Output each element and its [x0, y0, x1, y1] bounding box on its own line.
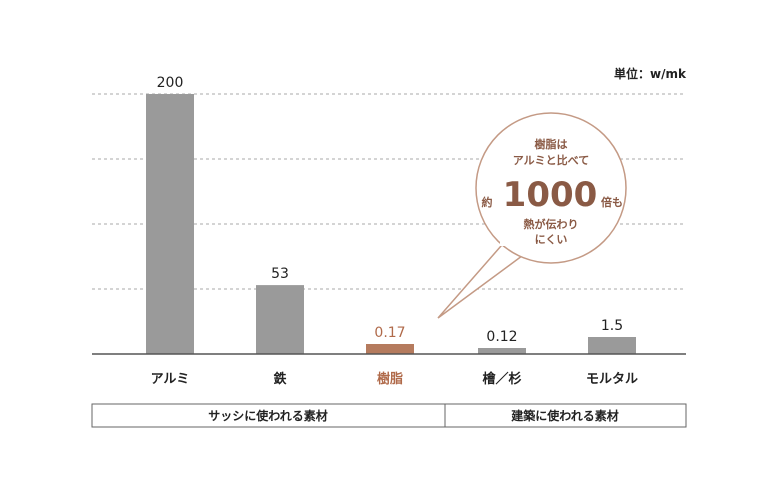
- bubble-suffix: 倍も: [601, 195, 623, 209]
- bar-4: [588, 337, 636, 354]
- unit-label: 単位：w/mk: [614, 66, 687, 81]
- bar-1: [256, 285, 304, 354]
- category-label-0: アルミ: [151, 372, 190, 387]
- value-label-4: 1.5: [601, 318, 623, 334]
- bar-0: [146, 94, 194, 354]
- bubble-line4: 熱が伝わり: [524, 217, 579, 231]
- value-label-0: 200: [157, 75, 184, 91]
- value-labels: 200 53 0.17 0.12 1.5: [157, 75, 624, 345]
- value-label-3: 0.12: [486, 329, 517, 345]
- annotation-bubble: 樹脂は アルミと比べて 約 1000 倍も 熱が伝わり にくい: [437, 112, 627, 319]
- bubble-line2: アルミと比べて: [513, 153, 589, 167]
- group-box-building: [444, 403, 687, 428]
- bars: [146, 94, 636, 354]
- bubble-prefix: 約: [482, 195, 493, 209]
- category-label-4: モルタル: [586, 372, 638, 387]
- bar-3: [478, 348, 526, 354]
- group-label-building: 建築に使われる素材: [510, 408, 618, 423]
- category-labels: アルミ 鉄 樹脂 檜／杉 モルタル: [151, 371, 638, 387]
- category-label-3: 檜／杉: [482, 371, 521, 387]
- bubble-line1: 樹脂は: [535, 137, 568, 151]
- bubble-circle: [475, 112, 627, 264]
- bar-2: [366, 344, 414, 354]
- bubble-line5: にくい: [535, 233, 568, 246]
- group-label-sash: サッシに使われる素材: [208, 408, 327, 423]
- bubble-big-number: 1000: [503, 175, 598, 215]
- category-label-2: 樹脂: [377, 371, 403, 387]
- value-label-1: 53: [271, 266, 289, 282]
- value-label-2: 0.17: [374, 325, 405, 341]
- category-label-1: 鉄: [273, 371, 286, 387]
